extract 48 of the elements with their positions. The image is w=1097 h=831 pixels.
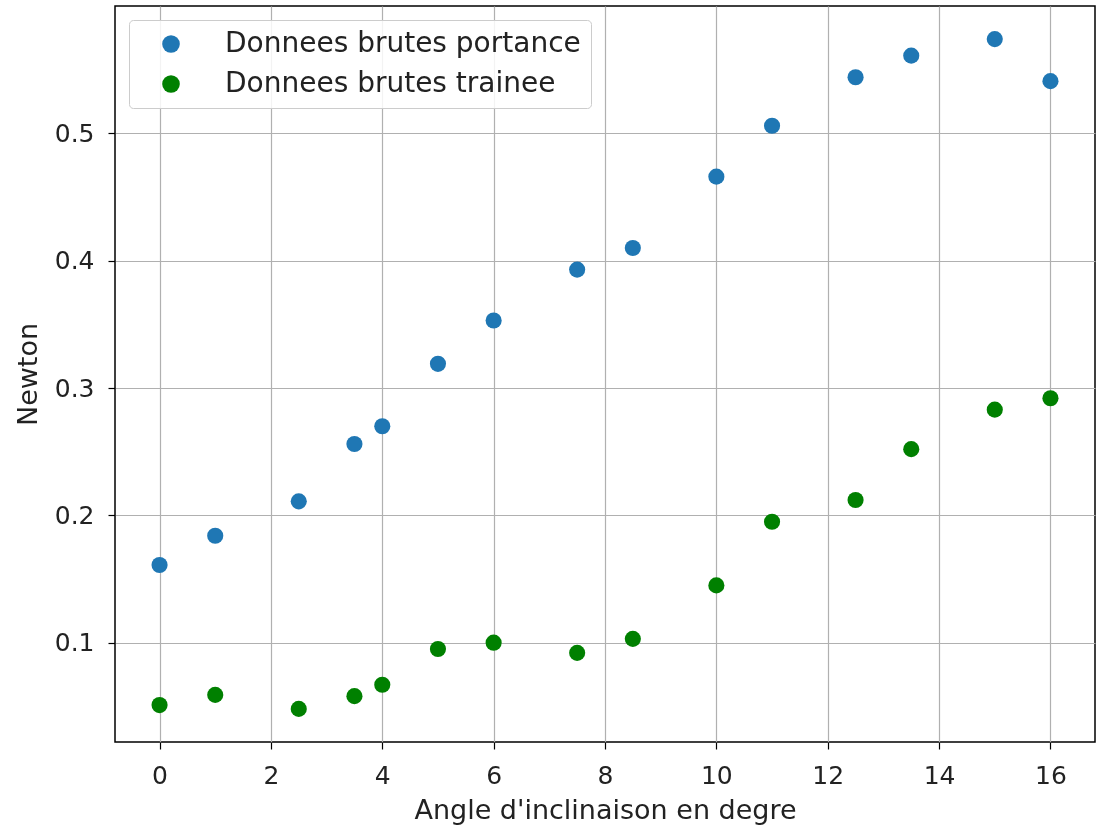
- point: [569, 644, 586, 661]
- point: [903, 441, 920, 458]
- point: [847, 69, 864, 86]
- point: [986, 31, 1003, 48]
- y-tick-label: 0.5: [54, 118, 95, 148]
- point: [485, 634, 502, 651]
- x-tick-label: 6: [486, 760, 503, 790]
- point: [624, 630, 641, 647]
- legend-label: Donnees brutes portance: [225, 26, 581, 59]
- y-tick-label: 0.4: [54, 246, 95, 276]
- x-tick-label: 16: [1035, 760, 1067, 790]
- point: [485, 312, 502, 329]
- point: [708, 168, 725, 185]
- x-tick-label: 12: [812, 760, 845, 790]
- legend-label: Donnees brutes trainee: [225, 66, 556, 99]
- y-tick-label: 0.3: [54, 373, 95, 403]
- point: [624, 239, 641, 256]
- point: [763, 513, 781, 530]
- point: [346, 435, 363, 453]
- x-tick-label: 4: [374, 760, 391, 790]
- point: [151, 556, 168, 574]
- point: [1042, 73, 1059, 90]
- x-tick-label: 10: [700, 760, 733, 790]
- point: [763, 117, 781, 134]
- point: [374, 676, 391, 693]
- y-axis-title: Newton: [11, 322, 43, 427]
- point: [207, 686, 224, 703]
- x-tick-label: 14: [923, 760, 956, 790]
- point: [708, 577, 725, 594]
- point: [290, 700, 307, 717]
- point: [374, 418, 391, 435]
- y-tick-label: 0.2: [54, 500, 95, 530]
- point: [986, 401, 1003, 418]
- point: [569, 261, 586, 278]
- point: [903, 47, 920, 64]
- y-tick-label: 0.1: [54, 628, 95, 658]
- point: [429, 641, 447, 658]
- x-tick-label: 8: [597, 760, 614, 790]
- x-tick-label: 0: [152, 760, 168, 790]
- point: [290, 493, 307, 510]
- point: [207, 527, 224, 544]
- point: [346, 688, 363, 705]
- point: [151, 697, 168, 714]
- point: [847, 492, 864, 509]
- x-tick-label: 2: [263, 760, 280, 790]
- x-axis-title: Angle d'inclinaison en degre: [414, 793, 797, 825]
- point: [1042, 390, 1059, 407]
- point: [429, 355, 447, 372]
